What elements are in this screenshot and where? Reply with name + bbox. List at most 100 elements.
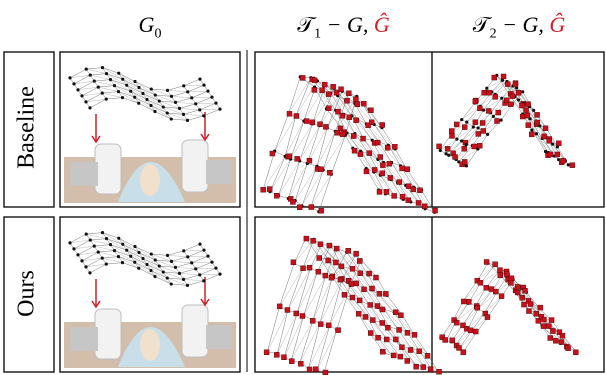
predicted-node — [267, 187, 272, 192]
node — [149, 269, 152, 272]
predicted-node — [385, 325, 390, 330]
node — [101, 256, 104, 259]
predicted-node — [573, 350, 578, 355]
edge — [492, 80, 503, 92]
predicted-node — [318, 167, 323, 172]
edge — [184, 275, 200, 280]
edge — [151, 254, 167, 255]
node — [117, 255, 120, 258]
node — [89, 238, 92, 241]
predicted-node — [367, 271, 372, 276]
edge — [167, 113, 183, 114]
predicted-node — [326, 92, 331, 97]
edge — [70, 234, 86, 243]
node — [455, 137, 458, 140]
edge — [291, 121, 304, 159]
edge — [311, 174, 331, 206]
predicted-node — [559, 340, 564, 345]
predicted-node — [317, 256, 322, 261]
edge — [135, 262, 151, 270]
edge — [468, 313, 485, 329]
predicted-node — [347, 115, 352, 120]
node — [85, 232, 88, 235]
edge — [204, 274, 220, 281]
predicted-node — [555, 152, 560, 157]
node — [121, 243, 124, 246]
predicted-node — [298, 361, 303, 366]
edge — [180, 269, 196, 274]
edge — [78, 87, 98, 90]
node — [150, 87, 153, 90]
node — [186, 284, 189, 287]
edge — [476, 289, 485, 306]
node — [166, 111, 169, 114]
predicted-node — [326, 258, 331, 263]
mesh — [264, 236, 441, 375]
edge — [86, 258, 102, 267]
node — [174, 101, 177, 104]
predicted-node — [461, 350, 466, 355]
panel — [255, 52, 604, 207]
node — [206, 90, 209, 93]
predicted-node — [493, 94, 498, 99]
predicted-node — [547, 138, 552, 143]
node — [141, 92, 144, 95]
predicted-node — [566, 346, 571, 351]
edge — [94, 80, 110, 81]
node — [137, 86, 140, 89]
edge — [184, 114, 204, 115]
edge — [127, 85, 143, 93]
predicted-node — [477, 106, 482, 111]
node — [198, 108, 201, 111]
node — [500, 97, 503, 100]
mesh — [68, 231, 221, 287]
edge — [485, 292, 497, 312]
node — [530, 128, 533, 131]
label-box — [4, 217, 54, 372]
node — [465, 164, 468, 167]
edge — [267, 306, 279, 352]
predicted-node — [274, 193, 279, 198]
predicted-node — [466, 299, 471, 304]
node — [492, 115, 495, 118]
edge — [74, 75, 90, 84]
edge — [94, 81, 114, 86]
predicted-node — [331, 84, 336, 89]
predicted-node — [391, 353, 396, 358]
mesh — [437, 74, 575, 168]
predicted-node — [548, 335, 553, 340]
predicted-node — [384, 189, 389, 194]
predicted-node — [543, 126, 548, 131]
predicted-node — [529, 132, 534, 137]
predicted-node — [338, 277, 343, 282]
predicted-node — [526, 102, 531, 107]
node — [182, 84, 185, 87]
predicted-node — [528, 302, 533, 307]
predicted-node — [392, 144, 397, 149]
node — [137, 267, 140, 270]
predicted-node — [412, 332, 417, 337]
predicted-node — [354, 118, 359, 123]
edge — [172, 92, 188, 97]
predicted-node — [383, 291, 388, 296]
node — [117, 237, 120, 240]
predicted-node — [504, 272, 509, 277]
predicted-node — [295, 156, 300, 161]
node — [113, 84, 116, 87]
node — [153, 110, 156, 113]
predicted-node — [560, 333, 565, 338]
edge — [317, 128, 327, 166]
predicted-node — [353, 97, 358, 102]
node — [113, 249, 116, 252]
scene — [64, 140, 236, 203]
edge — [172, 257, 188, 262]
predicted-node — [346, 91, 351, 96]
predicted-node — [361, 287, 366, 292]
predicted-node — [270, 151, 275, 156]
edge — [82, 258, 102, 261]
edge — [270, 159, 291, 191]
predicted-node — [274, 352, 279, 357]
predicted-node — [380, 122, 385, 127]
edge — [188, 281, 204, 286]
edge — [200, 103, 216, 110]
